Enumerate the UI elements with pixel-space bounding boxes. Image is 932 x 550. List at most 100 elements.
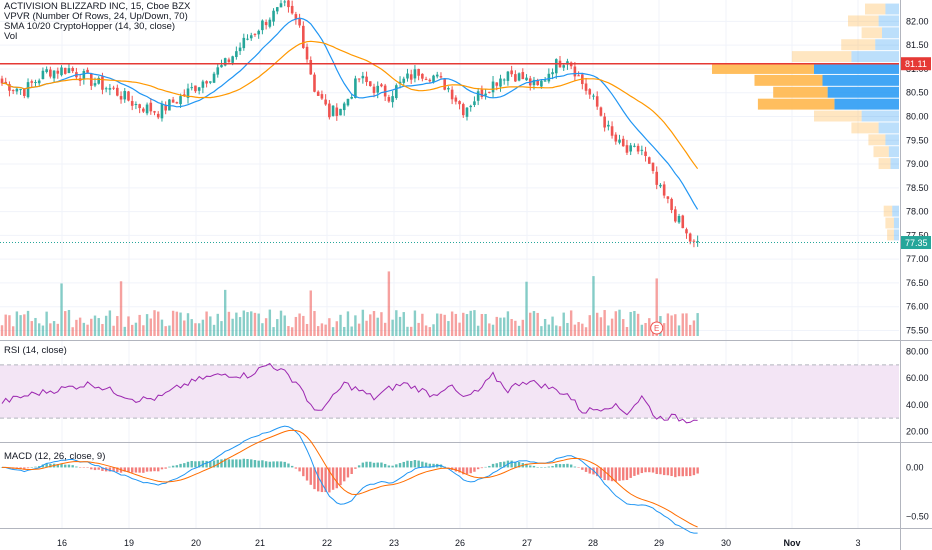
time-tick-label: 3 [855, 538, 860, 548]
volume-bar [302, 315, 305, 336]
candle-body [454, 97, 458, 102]
volume-bar [257, 313, 260, 336]
volume-bar [603, 310, 606, 336]
macd-histogram-bar [659, 467, 662, 475]
macd-histogram-bar [655, 467, 658, 475]
macd-histogram-bar [93, 467, 97, 471]
macd-histogram-bar [257, 460, 260, 468]
volume-bar [179, 312, 182, 336]
macd-histogram-bar [488, 465, 491, 468]
vpvr-up-bar [892, 205, 899, 217]
vol-legend[interactable]: Vol [4, 31, 18, 42]
candle-body [354, 78, 357, 98]
volume-bar [432, 324, 435, 336]
macd-histogram-bar [261, 460, 264, 468]
candle-body [209, 81, 212, 83]
volume-bar [253, 312, 257, 336]
candle-body [372, 86, 376, 93]
candle-body [138, 104, 141, 109]
symbol-title[interactable]: ACTIVISION BLIZZARD INC, 15, Cboe BZX [4, 1, 191, 12]
macd-histogram-bar [614, 467, 617, 482]
price-tick-label: 75.50 [906, 325, 929, 335]
rsi-line [1, 362, 698, 424]
volume-bar [216, 313, 219, 336]
macd-histogram-bar [67, 464, 71, 468]
candle-body [101, 76, 104, 90]
volume-bar [372, 311, 376, 336]
macd-histogram-bar [681, 467, 684, 477]
volume-bar [264, 318, 268, 336]
volume-bar [119, 281, 123, 336]
volume-bar [190, 319, 193, 336]
candle-body [603, 116, 606, 128]
volume-bar [584, 327, 588, 336]
volume-bar [235, 312, 238, 336]
vpvr-down-bar [754, 74, 823, 86]
candle-body [584, 83, 588, 91]
volume-bar [622, 319, 625, 336]
candle-body [610, 126, 614, 136]
rsi-tick-label: 20.00 [906, 426, 929, 436]
candle-body [536, 80, 539, 86]
candle-body [554, 59, 558, 74]
volume-bar [540, 326, 543, 336]
vpvr-legend[interactable]: VPVR (Number Of Rows, 24, Up/Down, 70) [4, 11, 188, 22]
candle-body [302, 25, 305, 48]
macd-histogram-bar [190, 460, 193, 468]
candle-body [365, 76, 368, 83]
volume-bar [610, 318, 614, 336]
candle-body [428, 79, 432, 82]
rsi-legend[interactable]: RSI (14, close) [4, 345, 67, 356]
macd-histogram-bar [517, 461, 521, 468]
volume-bar [279, 310, 283, 336]
vpvr-down-bar [868, 134, 886, 146]
volume-bar [272, 327, 275, 336]
macd-histogram-bar [551, 465, 554, 468]
volume-bar [261, 323, 264, 336]
macd-histogram-bar [547, 466, 551, 468]
macd-legend[interactable]: MACD (12, 26, close, 9) [4, 451, 106, 462]
volume-bar [350, 326, 353, 336]
candle-body [328, 103, 331, 118]
macd-histogram-bar [603, 467, 606, 481]
candle-body [376, 85, 380, 93]
volume-bar [186, 313, 190, 336]
candle-body [383, 85, 387, 97]
volume-bar [38, 323, 41, 336]
candle-body [685, 229, 688, 234]
time-tick-label: 28 [588, 538, 598, 548]
volume-bar [398, 316, 402, 336]
macd-histogram-bar [168, 466, 171, 468]
volume-bar [662, 323, 666, 336]
macd-histogram-bar [268, 461, 272, 468]
volume-bar [629, 311, 632, 336]
volume-bar [324, 324, 327, 336]
macd-histogram-bar [640, 467, 644, 474]
macd-histogram-bar [692, 467, 696, 476]
candle-body [82, 71, 86, 80]
axes: 75.50 76.00 76.50 77.00 77.50 78.00 78.50 79.00… [57, 16, 931, 548]
candle-body [640, 149, 644, 151]
candle-body [688, 233, 692, 242]
candle-body [220, 65, 223, 68]
volume-bar [529, 312, 532, 336]
volume-bar [488, 323, 491, 336]
key-level-badge-text: 81.11 [905, 59, 927, 69]
volume-bar [71, 327, 74, 336]
candle-body [331, 105, 335, 116]
candle-body [253, 33, 257, 35]
candle-body [387, 97, 391, 102]
macd-histogram-bar [78, 467, 82, 468]
macd-histogram-bar [395, 464, 398, 468]
sma-legend[interactable]: SMA 10/20 CryptoHopper (14, 30, close) [4, 21, 176, 32]
volume-bar [596, 312, 599, 336]
time-tick-label: 29 [654, 538, 664, 548]
vpvr-down-bar [887, 229, 894, 241]
macd-histogram-bar [648, 467, 651, 473]
candle-body [473, 101, 476, 106]
macd-histogram-bar [610, 467, 614, 482]
volume-bar [476, 325, 480, 336]
macd-histogram-bar [75, 466, 78, 468]
candle-body [179, 96, 182, 105]
